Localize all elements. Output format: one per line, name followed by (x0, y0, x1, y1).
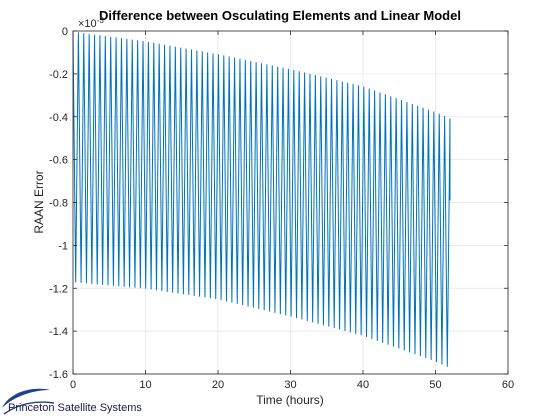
x-axis-label: Time (hours) (256, 393, 324, 407)
chart-title: Difference between Osculating Elements a… (99, 8, 461, 23)
logo-swoosh-accent-icon (3, 401, 55, 415)
y-tick-label: -0.6 (49, 155, 68, 167)
y-tick-label: -0.8 (49, 198, 68, 210)
x-tick-label: 40 (357, 379, 369, 391)
y-tick-label: -0.2 (49, 69, 68, 81)
y-tick-label: -1 (58, 240, 68, 252)
series-line-0 (72, 32, 451, 367)
y-tick-label: 0 (62, 26, 68, 38)
x-tick-label: 60 (502, 379, 514, 391)
y-tick-label: -1.4 (49, 326, 68, 338)
tick-layer: 0 10 20 30 40 50 60 0 -0.2 -0.4 -0.6 -0.8 -1 -1.2 -1.4… (49, 26, 514, 391)
y-tick-label: -1.6 (49, 369, 68, 381)
x-tick-label: 50 (429, 379, 441, 391)
series-layer (72, 32, 451, 367)
y-exponent-power: -3 (97, 16, 105, 25)
x-tick-label: 10 (139, 379, 151, 391)
x-tick-label: 0 (70, 379, 76, 391)
logo-text: Princeton Satellite Systems (8, 402, 142, 414)
x-tick-label: 30 (284, 379, 296, 391)
logo-swoosh-icon (2, 388, 50, 408)
y-tick-label: -1.2 (49, 283, 68, 295)
y-exponent-base: ×10 (78, 18, 97, 30)
y-axis-label: RAAN Error (32, 170, 46, 233)
y-tick-label: -0.4 (49, 112, 68, 124)
company-logo: Princeton Satellite Systems (2, 388, 142, 415)
y-exponent-label: ×10-3 (78, 16, 104, 30)
x-tick-label: 20 (212, 379, 224, 391)
